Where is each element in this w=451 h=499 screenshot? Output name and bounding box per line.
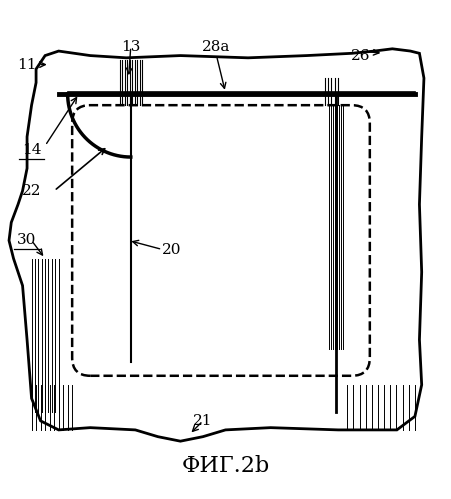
Text: 14: 14 bbox=[22, 143, 41, 157]
Text: 22: 22 bbox=[22, 184, 41, 198]
Text: 30: 30 bbox=[18, 234, 37, 248]
Text: 11: 11 bbox=[17, 57, 37, 71]
Text: 13: 13 bbox=[121, 39, 140, 53]
Text: 21: 21 bbox=[193, 414, 213, 428]
Text: 26: 26 bbox=[351, 48, 371, 62]
Text: ФИГ.2b: ФИГ.2b bbox=[181, 455, 270, 477]
Text: 28a: 28a bbox=[202, 39, 230, 53]
Text: 20: 20 bbox=[161, 243, 181, 256]
